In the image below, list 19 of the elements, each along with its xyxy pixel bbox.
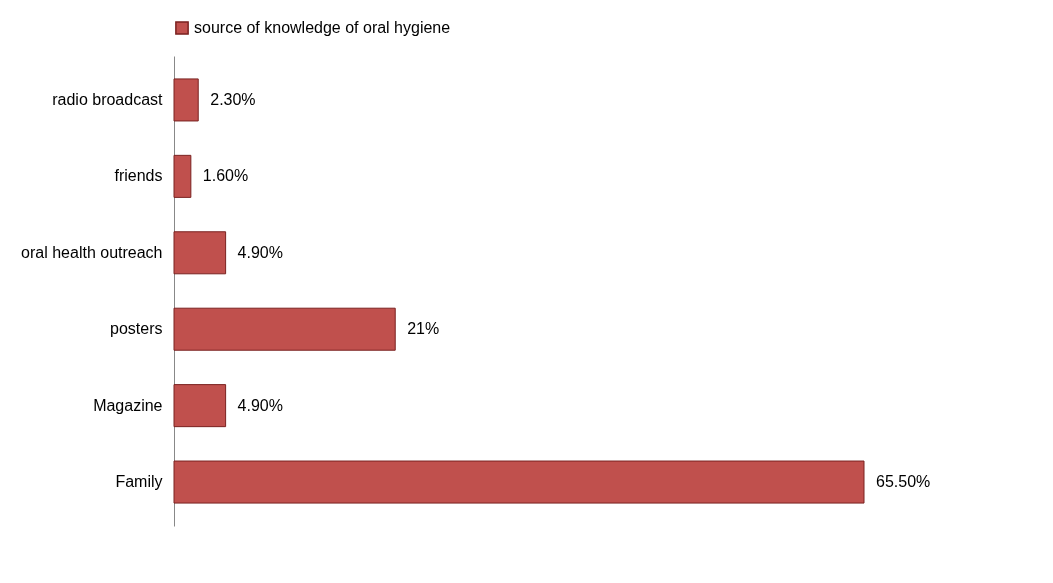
y-tick-label: radio broadcast [52,90,164,108]
data-label: 4.90% [237,396,283,414]
y-tick-label: oral health outreach [21,243,163,261]
y-tick-label: posters [110,320,163,338]
bar [173,154,192,198]
y-tick-label: friends [114,167,163,185]
y-tick-label: Magazine [93,396,163,414]
data-label: 1.60% [202,167,249,185]
legend-label: source of knowledge of oral hygiene [194,19,451,36]
data-label: 2.30% [210,90,256,108]
y-tick-label: Family [115,473,163,491]
bar [173,460,865,504]
data-label: 4.90% [237,243,283,261]
bar [173,384,227,428]
data-label: 65.50% [876,473,931,491]
data-label: 21% [407,320,440,338]
bar [173,78,199,122]
bar [173,307,396,351]
bar [173,231,227,275]
